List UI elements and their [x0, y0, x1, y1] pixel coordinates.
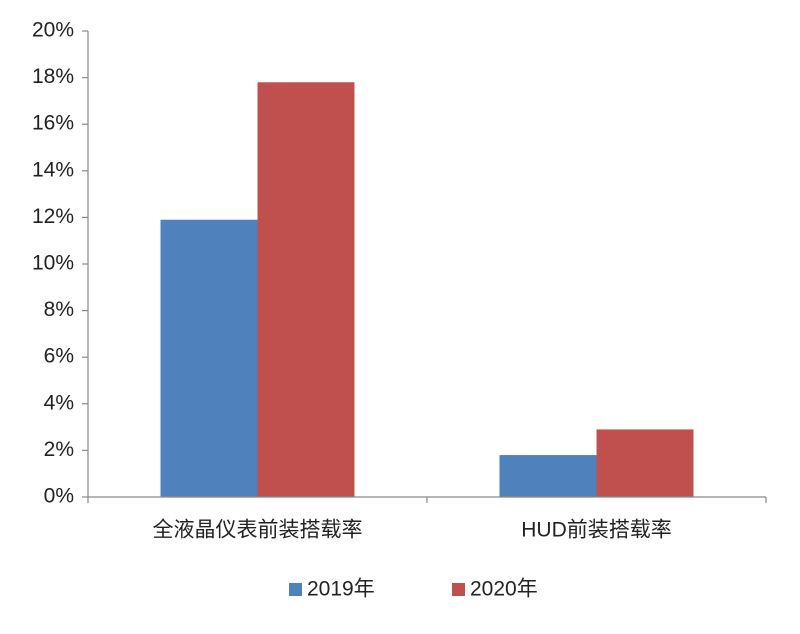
legend-label: 2019年	[307, 578, 375, 601]
y-tick-label: 10%	[32, 252, 74, 275]
bar	[596, 429, 694, 497]
y-tick-label: 18%	[32, 65, 74, 88]
y-tick-label: 20%	[32, 19, 74, 42]
bar	[160, 219, 258, 498]
x-tick-label: HUD前装搭载率	[521, 519, 672, 542]
legend-swatch	[289, 583, 302, 596]
y-tick-label: 14%	[32, 158, 74, 181]
y-tick-label: 0%	[44, 485, 74, 508]
y-tick-label: 16%	[32, 112, 74, 135]
y-tick-label: 12%	[32, 205, 74, 228]
y-tick-label: 8%	[44, 298, 74, 321]
legend-label: 2020年	[470, 578, 538, 601]
legend-swatch	[452, 583, 465, 596]
bar	[499, 455, 597, 497]
y-tick-label: 4%	[44, 391, 74, 414]
bar	[257, 82, 355, 497]
y-tick-label: 2%	[44, 438, 74, 461]
y-tick-label: 6%	[44, 345, 74, 368]
x-tick-label: 全液晶仪表前装搭载率	[153, 519, 363, 542]
